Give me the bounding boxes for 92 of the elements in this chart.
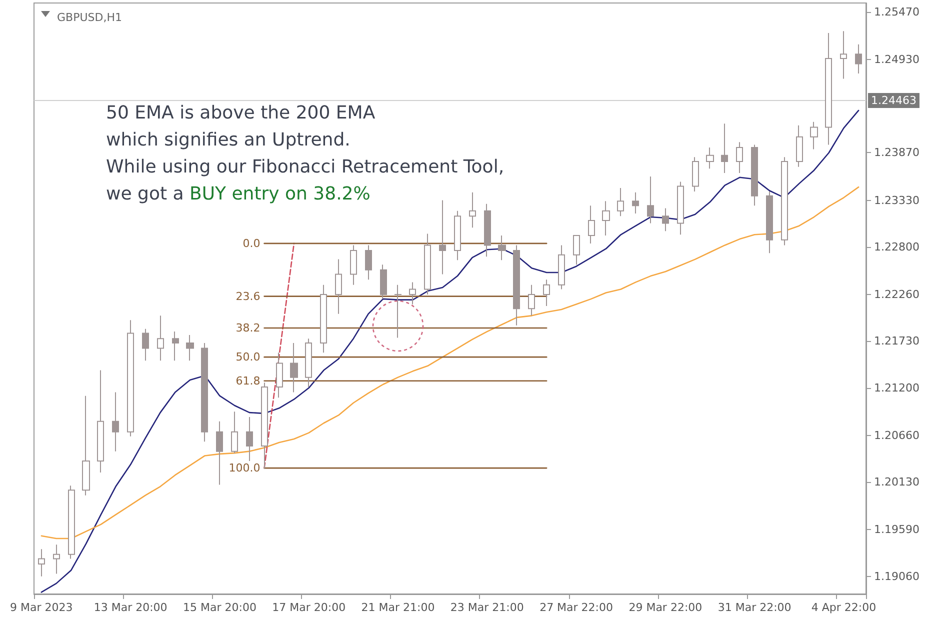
series-label: 50.0	[236, 350, 260, 364]
candlestick	[246, 416, 253, 462]
x-tick-label: 15 Mar 20:00	[182, 601, 256, 614]
candlestick	[484, 203, 491, 258]
series-label: 61.8	[236, 374, 260, 388]
x-tick-label: 27 Mar 22:00	[540, 601, 614, 614]
x-tick-label: 31 Mar 22:00	[718, 601, 792, 614]
candlestick	[157, 315, 164, 362]
candlestick	[558, 244, 565, 290]
candlestick	[781, 156, 788, 246]
candlestick	[365, 244, 372, 280]
candlestick	[454, 210, 461, 261]
candlestick	[840, 30, 847, 80]
candlestick	[632, 192, 639, 214]
candlestick	[127, 320, 134, 437]
annotation: we got a	[106, 184, 190, 204]
y-tick-label: 1.20130	[874, 476, 920, 489]
y-tick-label: 1.25470	[874, 5, 920, 18]
candlestick	[305, 338, 312, 388]
candlestick	[513, 244, 520, 326]
candlestick	[706, 146, 714, 170]
candlestick	[186, 334, 194, 362]
candlestick	[350, 244, 357, 286]
candlestick	[439, 200, 446, 275]
annotation: While using our Fibonacci Retracement Tool,	[106, 156, 504, 178]
candlestick	[172, 331, 179, 362]
candlestick	[602, 200, 610, 236]
candlestick	[53, 544, 60, 574]
candlestick	[736, 142, 743, 174]
annotation: 50 EMA is above the 200 EMA	[106, 102, 376, 124]
series-label: 0.0	[242, 236, 260, 250]
line-series	[40, 186, 860, 540]
annotation: BUY entry on 38.2%	[189, 184, 370, 204]
candlestick	[469, 192, 476, 228]
x-tick-label: 17 Mar 20:00	[272, 601, 346, 614]
candlestick	[409, 282, 416, 305]
candlestick	[231, 411, 238, 454]
series-label: 23.6	[236, 290, 260, 303]
y-tick-label: 1.22800	[874, 240, 920, 254]
candlestick	[320, 284, 327, 354]
candlestick	[201, 342, 208, 442]
x-tick-label: 23 Mar 21:00	[450, 601, 524, 614]
candlestick	[692, 156, 699, 192]
series-label: 100.0	[228, 462, 260, 475]
y-tick-label: 1.20660	[874, 428, 920, 442]
y-tick-label: 1.23330	[874, 194, 920, 207]
candlestick	[810, 121, 818, 150]
candlestick	[424, 233, 431, 296]
x-tick-label: 9 Mar 2023	[10, 601, 73, 614]
candlestick	[498, 235, 506, 261]
series-label: 38.2	[236, 322, 260, 335]
candlestick	[142, 328, 149, 362]
candlestick	[588, 205, 595, 244]
candlestick	[528, 284, 535, 316]
candlestick	[647, 176, 654, 224]
y-tick-label: 1.19590	[874, 523, 920, 536]
candlestick	[721, 123, 728, 174]
x-tick-label: 13 Mar 20:00	[94, 601, 168, 614]
candlestick	[662, 208, 669, 232]
text: GBPUSD,H1	[57, 11, 122, 24]
candlestick	[335, 258, 342, 314]
x-tick-label: 4 Apr 22:00	[811, 601, 876, 614]
candlestick	[82, 395, 90, 496]
candlestick	[97, 370, 104, 473]
candlestick	[543, 279, 550, 306]
y-tick-label: 1.21730	[874, 334, 920, 348]
ref-line-label: 1.24463	[871, 94, 916, 107]
candlestick	[617, 187, 624, 217]
y-tick-label: 1.21200	[874, 381, 920, 394]
x-tick-label: 29 Mar 22:00	[628, 601, 702, 614]
candlestick	[276, 352, 283, 398]
candlestick	[68, 485, 75, 560]
x-tick-label: 21 Mar 21:00	[361, 601, 435, 614]
candlestick	[751, 144, 758, 206]
candlestick	[394, 284, 402, 338]
candlestick	[261, 382, 268, 470]
candlestick	[290, 342, 298, 393]
annotation: which signifies an Uptrend.	[106, 130, 350, 150]
candlestick	[216, 420, 223, 486]
candlestick	[855, 44, 862, 74]
candlestick	[38, 548, 45, 577]
y-tick-label: 1.19060	[874, 570, 920, 583]
candlestick	[796, 124, 803, 168]
candlestick	[766, 190, 773, 254]
candlestick	[573, 235, 580, 266]
y-tick-label: 1.24930	[874, 52, 920, 66]
candlestick	[380, 264, 387, 300]
y-tick-label: 1.22260	[874, 288, 920, 302]
candlestick	[677, 181, 684, 236]
y-tick-label: 1.23870	[874, 146, 920, 160]
candlestick	[112, 392, 119, 452]
candlestick	[825, 32, 832, 146]
